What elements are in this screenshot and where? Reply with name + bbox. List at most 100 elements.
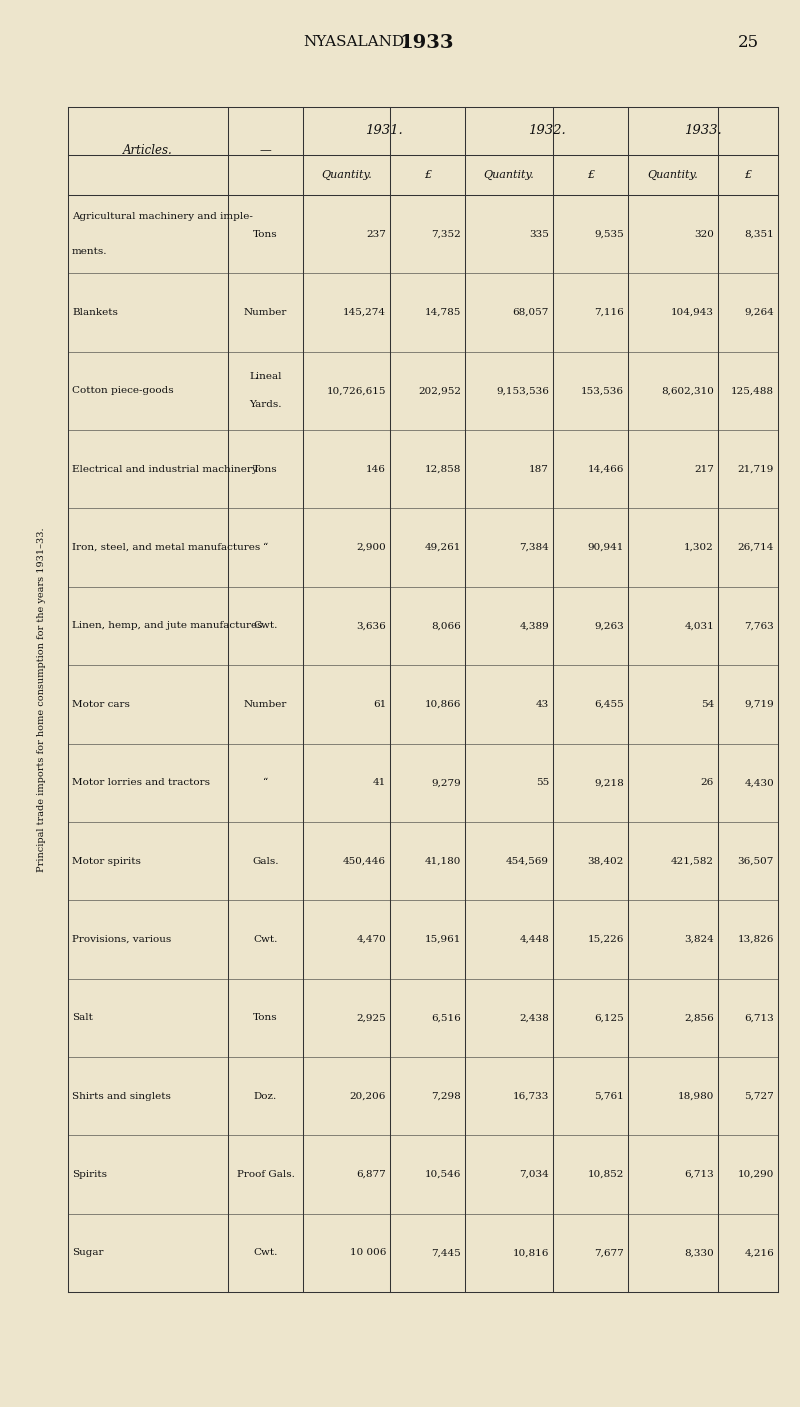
Text: 43: 43 <box>536 699 549 709</box>
Text: 6,877: 6,877 <box>356 1171 386 1179</box>
Text: ments.: ments. <box>72 246 107 256</box>
Text: 5,727: 5,727 <box>744 1092 774 1100</box>
Text: 9,263: 9,263 <box>594 622 624 630</box>
Text: 16,733: 16,733 <box>513 1092 549 1100</box>
Text: 217: 217 <box>694 464 714 474</box>
Text: 4,470: 4,470 <box>356 934 386 944</box>
Text: Gals.: Gals. <box>252 857 278 865</box>
Text: 454,569: 454,569 <box>506 857 549 865</box>
Text: 6,713: 6,713 <box>684 1171 714 1179</box>
Text: 6,455: 6,455 <box>594 699 624 709</box>
Text: 1932.: 1932. <box>528 124 566 138</box>
Text: Agricultural machinery and imple-: Agricultural machinery and imple- <box>72 212 253 221</box>
Text: 9,264: 9,264 <box>744 308 774 317</box>
Text: Quantity.: Quantity. <box>484 170 534 180</box>
Text: 145,274: 145,274 <box>343 308 386 317</box>
Text: 8,066: 8,066 <box>431 622 461 630</box>
Text: 7,677: 7,677 <box>594 1248 624 1258</box>
Text: 41,180: 41,180 <box>425 857 461 865</box>
Text: Cwt.: Cwt. <box>254 934 278 944</box>
Text: Salt: Salt <box>72 1013 93 1023</box>
Text: 54: 54 <box>701 699 714 709</box>
Text: Doz.: Doz. <box>254 1092 277 1100</box>
Text: 10,852: 10,852 <box>588 1171 624 1179</box>
Text: Sugar: Sugar <box>72 1248 103 1258</box>
Text: Lineal: Lineal <box>250 373 282 381</box>
Text: 9,279: 9,279 <box>431 778 461 787</box>
Text: Cwt.: Cwt. <box>254 622 278 630</box>
Text: 36,507: 36,507 <box>738 857 774 865</box>
Text: 12,858: 12,858 <box>425 464 461 474</box>
Text: 1,302: 1,302 <box>684 543 714 552</box>
Text: 3,636: 3,636 <box>356 622 386 630</box>
Text: 15,226: 15,226 <box>588 934 624 944</box>
Text: 6,713: 6,713 <box>744 1013 774 1023</box>
Text: NYASALAND,: NYASALAND, <box>303 34 409 48</box>
Text: Linen, hemp, and jute manufactures: Linen, hemp, and jute manufactures <box>72 622 262 630</box>
Text: 4,389: 4,389 <box>519 622 549 630</box>
Text: 10,816: 10,816 <box>513 1248 549 1258</box>
Text: 187: 187 <box>529 464 549 474</box>
Text: Motor lorries and tractors: Motor lorries and tractors <box>72 778 210 787</box>
Text: £: £ <box>587 170 594 180</box>
Text: 1933.: 1933. <box>684 124 722 138</box>
Text: Provisions, various: Provisions, various <box>72 934 171 944</box>
Text: 2,900: 2,900 <box>356 543 386 552</box>
Text: 237: 237 <box>366 229 386 239</box>
Text: 13,826: 13,826 <box>738 934 774 944</box>
Text: 9,535: 9,535 <box>594 229 624 239</box>
Text: Iron, steel, and metal manufactures: Iron, steel, and metal manufactures <box>72 543 260 552</box>
Text: 15,961: 15,961 <box>425 934 461 944</box>
Text: 1933: 1933 <box>400 34 454 52</box>
Text: 9,153,536: 9,153,536 <box>496 387 549 395</box>
Text: Quantity.: Quantity. <box>321 170 372 180</box>
Text: 202,952: 202,952 <box>418 387 461 395</box>
Text: 421,582: 421,582 <box>671 857 714 865</box>
Text: 5,761: 5,761 <box>594 1092 624 1100</box>
Text: Shirts and singlets: Shirts and singlets <box>72 1092 171 1100</box>
Text: 2,856: 2,856 <box>684 1013 714 1023</box>
Text: Motor cars: Motor cars <box>72 699 130 709</box>
Text: 7,384: 7,384 <box>519 543 549 552</box>
Text: 7,298: 7,298 <box>431 1092 461 1100</box>
Text: “: “ <box>263 778 268 787</box>
Text: 7,445: 7,445 <box>431 1248 461 1258</box>
Text: 4,216: 4,216 <box>744 1248 774 1258</box>
Text: 335: 335 <box>529 229 549 239</box>
Text: Tons: Tons <box>253 464 278 474</box>
Text: 68,057: 68,057 <box>513 308 549 317</box>
Text: 25: 25 <box>738 34 758 51</box>
Text: 3,824: 3,824 <box>684 934 714 944</box>
Text: 21,719: 21,719 <box>738 464 774 474</box>
Text: 49,261: 49,261 <box>425 543 461 552</box>
Text: 6,516: 6,516 <box>431 1013 461 1023</box>
Text: 8,602,310: 8,602,310 <box>661 387 714 395</box>
Text: 38,402: 38,402 <box>588 857 624 865</box>
Text: 8,351: 8,351 <box>744 229 774 239</box>
Text: 10 006: 10 006 <box>350 1248 386 1258</box>
Text: 6,125: 6,125 <box>594 1013 624 1023</box>
Text: 153,536: 153,536 <box>581 387 624 395</box>
Text: 4,031: 4,031 <box>684 622 714 630</box>
Text: Number: Number <box>244 699 287 709</box>
Text: 26,714: 26,714 <box>738 543 774 552</box>
Text: 20,206: 20,206 <box>350 1092 386 1100</box>
Text: Tons: Tons <box>253 229 278 239</box>
Text: 125,488: 125,488 <box>731 387 774 395</box>
Text: 10,546: 10,546 <box>425 1171 461 1179</box>
Text: 41: 41 <box>373 778 386 787</box>
Text: 7,763: 7,763 <box>744 622 774 630</box>
Text: Tons: Tons <box>253 1013 278 1023</box>
Text: 2,925: 2,925 <box>356 1013 386 1023</box>
Text: Motor spirits: Motor spirits <box>72 857 141 865</box>
Text: 26: 26 <box>701 778 714 787</box>
Text: 7,034: 7,034 <box>519 1171 549 1179</box>
Text: 7,116: 7,116 <box>594 308 624 317</box>
Text: 7,352: 7,352 <box>431 229 461 239</box>
Text: 4,448: 4,448 <box>519 934 549 944</box>
Text: 55: 55 <box>536 778 549 787</box>
Text: 104,943: 104,943 <box>671 308 714 317</box>
Text: 18,980: 18,980 <box>678 1092 714 1100</box>
Text: £: £ <box>424 170 431 180</box>
Text: Cotton piece-goods: Cotton piece-goods <box>72 387 174 395</box>
